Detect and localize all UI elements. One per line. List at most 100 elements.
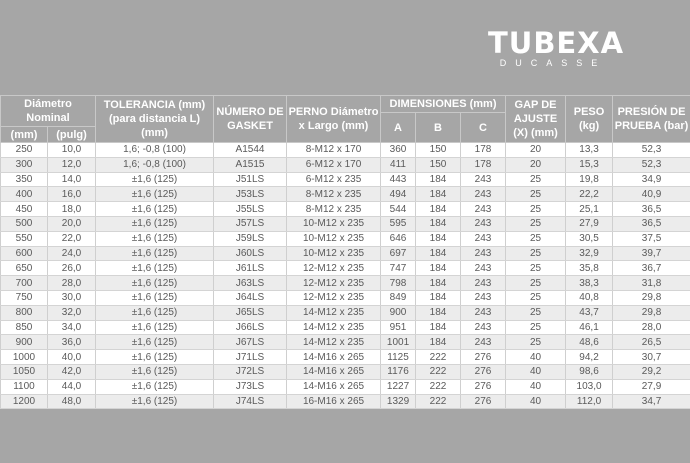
cell-b: 184: [415, 246, 462, 262]
cell-presion: 52,3: [612, 157, 690, 173]
table-row: 400 16,0 ±1,6 (125) J53LS 8-M12 x 235 494 184 2…: [0, 186, 690, 203]
brand-logo: TUBEXA DUCASSE: [488, 28, 623, 70]
cell-presion: 36,5: [612, 201, 690, 217]
cell-gap: 25: [505, 290, 567, 306]
cell-perno: 8-M12 x 235: [286, 201, 382, 217]
cell-gap: 25: [505, 201, 567, 217]
cell-c: 178: [460, 157, 507, 173]
table-body: 250 10,0 1,6; -0,8 (100) A1544 8-M12 x 170 36…: [0, 142, 690, 410]
header-a: A: [380, 112, 417, 143]
table-row: 1100 44,0 ±1,6 (125) J73LS 14-M16 x 265 1227 2…: [0, 379, 690, 395]
cell-presion: 34,9: [612, 172, 690, 188]
cell-perno: 14-M12 x 235: [286, 334, 382, 351]
cell-tolerancia: ±1,6 (125): [95, 364, 215, 380]
cell-mm: 900: [0, 334, 48, 351]
cell-tolerancia: ±1,6 (125): [95, 231, 215, 247]
cell-presion: 36,5: [612, 216, 690, 232]
cell-peso: 25,1: [565, 201, 614, 217]
cell-a: 697: [380, 246, 417, 262]
cell-gap: 40: [505, 394, 567, 410]
cell-perno: 6-M12 x 170: [286, 157, 382, 173]
cell-c: 243: [460, 334, 507, 351]
cell-c: 243: [460, 186, 507, 203]
cell-gap: 25: [505, 275, 567, 291]
spec-table: Diámetro Nominal TOLERANCIA (mm) (para d…: [0, 95, 690, 410]
cell-gasket: J55LS: [213, 201, 288, 217]
cell-presion: 39,7: [612, 246, 690, 262]
cell-mm: 700: [0, 275, 48, 291]
cell-b: 222: [415, 379, 462, 395]
cell-gasket: J61LS: [213, 260, 288, 277]
cell-gasket: J74LS: [213, 394, 288, 410]
cell-pulg: 10,0: [46, 142, 97, 158]
cell-b: 184: [415, 290, 462, 306]
cell-c: 243: [460, 216, 507, 232]
cell-b: 222: [415, 394, 462, 410]
cell-peso: 94,2: [565, 349, 614, 365]
cell-gap: 25: [505, 305, 567, 321]
footer-band: [0, 409, 690, 463]
header-tolerancia: TOLERANCIA (mm) (para distancia L) (mm): [95, 95, 215, 143]
cell-c: 243: [460, 305, 507, 321]
cell-b: 184: [415, 216, 462, 232]
cell-a: 951: [380, 320, 417, 336]
cell-gasket: J53LS: [213, 186, 288, 203]
cell-b: 184: [415, 334, 462, 351]
cell-presion: 34,7: [612, 394, 690, 410]
cell-a: 411: [380, 157, 417, 173]
header-gap: GAP DE AJUSTE (X) (mm): [505, 95, 567, 143]
cell-a: 544: [380, 201, 417, 217]
cell-gap: 25: [505, 260, 567, 277]
cell-perno: 8-M12 x 170: [286, 142, 382, 158]
cell-a: 443: [380, 172, 417, 188]
cell-pulg: 32,0: [46, 305, 97, 321]
cell-peso: 48,6: [565, 334, 614, 351]
cell-perno: 12-M12 x 235: [286, 260, 382, 277]
cell-mm: 450: [0, 201, 48, 217]
cell-peso: 40,8: [565, 290, 614, 306]
cell-gap: 25: [505, 216, 567, 232]
cell-mm: 500: [0, 216, 48, 232]
cell-peso: 38,3: [565, 275, 614, 291]
cell-gasket: J64LS: [213, 290, 288, 306]
cell-c: 243: [460, 275, 507, 291]
cell-mm: 650: [0, 260, 48, 277]
cell-pulg: 14,0: [46, 172, 97, 188]
cell-peso: 32,9: [565, 246, 614, 262]
cell-pulg: 16,0: [46, 186, 97, 203]
cell-tolerancia: 1,6; -0,8 (100): [95, 157, 215, 173]
cell-perno: 10-M12 x 235: [286, 216, 382, 232]
cell-peso: 35,8: [565, 260, 614, 277]
cell-perno: 10-M12 x 235: [286, 246, 382, 262]
cell-peso: 15,3: [565, 157, 614, 173]
cell-a: 1227: [380, 379, 417, 395]
cell-c: 243: [460, 320, 507, 336]
cell-tolerancia: 1,6; -0,8 (100): [95, 142, 215, 158]
table-row: 1050 42,0 ±1,6 (125) J72LS 14-M16 x 265 1176 2…: [0, 364, 690, 380]
cell-peso: 27,9: [565, 216, 614, 232]
cell-perno: 10-M12 x 235: [286, 231, 382, 247]
cell-c: 276: [460, 394, 507, 410]
table-row: 850 34,0 ±1,6 (125) J66LS 14-M12 x 235 951 184…: [0, 320, 690, 336]
table-row: 1000 40,0 ±1,6 (125) J71LS 14-M16 x 265 1125 2…: [0, 349, 690, 365]
header-dimensiones: DIMENSIONES (mm): [380, 95, 507, 113]
cell-b: 222: [415, 364, 462, 380]
cell-gasket: J67LS: [213, 334, 288, 351]
header-diametro: Diámetro Nominal: [0, 95, 97, 127]
cell-mm: 600: [0, 246, 48, 262]
cell-peso: 30,5: [565, 231, 614, 247]
cell-pulg: 24,0: [46, 246, 97, 262]
cell-presion: 30,7: [612, 349, 690, 365]
cell-presion: 37,5: [612, 231, 690, 247]
cell-a: 747: [380, 260, 417, 277]
cell-mm: 350: [0, 172, 48, 188]
table-row: 800 32,0 ±1,6 (125) J65LS 14-M12 x 235 900 184…: [0, 305, 690, 321]
cell-gasket: A1544: [213, 142, 288, 158]
table-row: 300 12,0 1,6; -0,8 (100) A1515 6-M12 x 170 41…: [0, 157, 690, 173]
cell-gap: 40: [505, 364, 567, 380]
cell-mm: 300: [0, 157, 48, 173]
cell-gap: 25: [505, 231, 567, 247]
cell-presion: 31,8: [612, 275, 690, 291]
cell-c: 276: [460, 349, 507, 365]
cell-c: 243: [460, 260, 507, 277]
